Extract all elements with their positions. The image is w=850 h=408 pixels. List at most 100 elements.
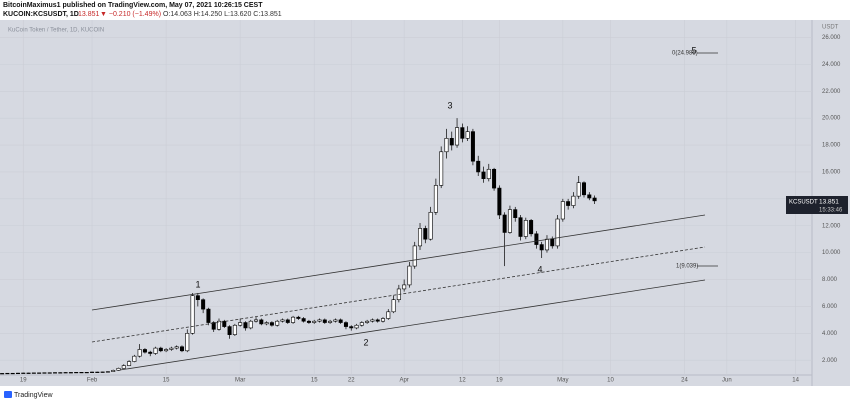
ohlc: O:14.063 H:14.250 L:13.620 C:13.851 (163, 11, 282, 18)
wave-label: 1 (195, 279, 200, 289)
candle-body (217, 320, 222, 330)
candle-body (10, 372, 15, 375)
candle-body (84, 372, 89, 374)
candle-body (195, 295, 200, 300)
candle-body (423, 228, 428, 240)
candle-body (26, 372, 31, 374)
candle-body (248, 320, 253, 329)
x-tick-label: 12 (459, 378, 466, 384)
candle-body (301, 318, 306, 322)
candle-body (492, 168, 497, 189)
candle-body (100, 371, 105, 373)
candle-body (566, 201, 571, 206)
x-tick-label: 19 (496, 378, 503, 384)
candle-body (476, 160, 481, 173)
candle-body (47, 372, 52, 374)
logo-icon (4, 391, 12, 398)
candle-body (285, 319, 290, 323)
candle-body (576, 182, 581, 197)
candle-body (296, 316, 301, 319)
candle-body (21, 372, 26, 374)
candle-body (90, 371, 95, 373)
y-tick-label: 20.000 (822, 116, 841, 122)
y-tick-label: 26.000 (822, 35, 841, 41)
y-tick-label: 22.000 (822, 89, 841, 95)
candle-body (259, 319, 264, 325)
candle-body (164, 349, 169, 352)
candle-body (185, 333, 190, 352)
price-tag-price: 13.851 (819, 199, 839, 206)
candle-body (254, 319, 259, 322)
y-tick-label: 16.000 (822, 170, 841, 176)
candle-body (449, 138, 454, 146)
x-tick-label: 14 (792, 378, 799, 384)
candle-body (0, 373, 5, 375)
candle-body (354, 324, 359, 329)
wave-label: 4 (537, 264, 542, 274)
candle-body (312, 320, 317, 323)
candle-body (486, 168, 491, 179)
channel-upper (91, 214, 706, 311)
candle-body (317, 319, 322, 322)
candle-body (31, 372, 36, 374)
candle-body (5, 372, 10, 375)
candle-body (465, 131, 470, 139)
wave-label: 5 (691, 45, 696, 55)
candle-body (428, 211, 433, 240)
candle-body (418, 228, 423, 247)
candle-body (560, 201, 565, 220)
y-tick-label: 6.000 (822, 304, 838, 310)
candle-body (455, 127, 460, 146)
candle-body (148, 351, 153, 354)
candle-body (306, 320, 311, 323)
x-tick-label: 19 (20, 378, 27, 384)
x-tick-label: Feb (87, 378, 98, 384)
candle-body (338, 319, 343, 323)
candle-body (359, 322, 364, 326)
published-line: BitcoinMaximus1 published on TradingView… (3, 2, 263, 9)
fib-label: 1(9.039) (676, 264, 698, 270)
candle-body (460, 127, 465, 139)
price-tag-countdown: 15:33:46 (819, 208, 843, 214)
candle-body (370, 319, 375, 322)
candle-body (587, 194, 592, 199)
candle-body (227, 326, 232, 335)
candle-body (544, 238, 549, 251)
candle-body (391, 299, 396, 313)
x-tick-label: 10 (607, 378, 614, 384)
candle-body (275, 320, 280, 326)
candle-body (322, 319, 327, 323)
y-tick-label: 2.000 (822, 358, 838, 364)
candle-body (539, 244, 544, 251)
candle-body (132, 355, 137, 362)
candle-body (349, 326, 354, 329)
candle-body (328, 320, 333, 323)
candle-body (518, 217, 523, 237)
candle-body (555, 218, 560, 247)
candle-body (481, 171, 486, 179)
x-tick-label: 15 (311, 378, 318, 384)
price-change: ▼ −0.210 (−1.49%) (100, 11, 161, 18)
y-tick-label: 18.000 (822, 143, 841, 149)
price-tag-symbol: KCSUSDT (789, 200, 818, 206)
x-tick-label: May (557, 378, 568, 384)
candle-body (111, 369, 116, 372)
last-price: 13.851 (78, 11, 100, 18)
candle-body (497, 187, 502, 216)
x-tick-label: 24 (681, 378, 688, 384)
candle-body (116, 367, 121, 371)
candle-body (222, 320, 227, 327)
candle-body (137, 349, 142, 357)
candle-body (375, 319, 380, 322)
candle-body (179, 346, 184, 352)
candle-body (433, 185, 438, 213)
fib-label: 0(24.985) (672, 51, 698, 57)
candle-body (412, 245, 417, 267)
candle-body (63, 372, 68, 374)
x-tick-label: Apr (399, 378, 408, 384)
candle-body (206, 308, 211, 323)
footer-logo[interactable]: TradingView (14, 392, 53, 399)
candle-body (582, 182, 587, 196)
candle-body (238, 322, 243, 326)
